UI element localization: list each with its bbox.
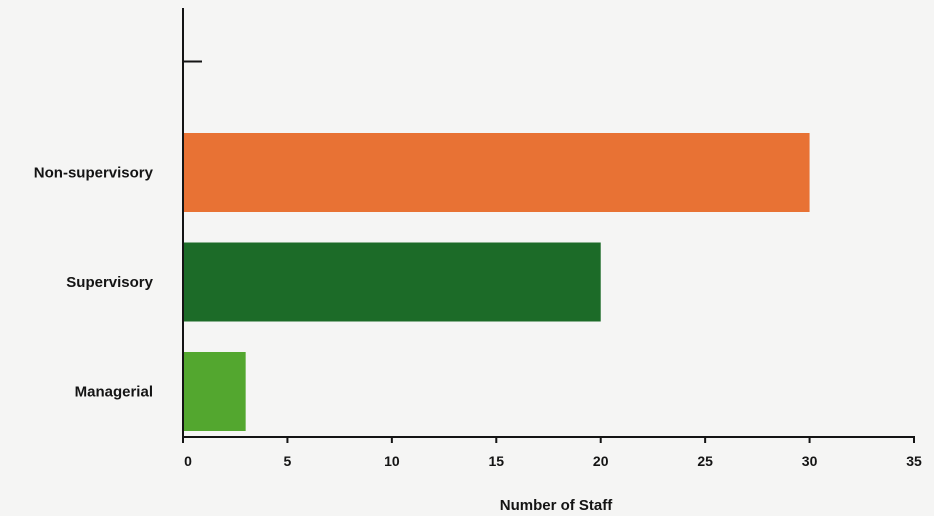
x-axis-title: Number of Staff bbox=[500, 497, 614, 514]
x-tick-label-30: 30 bbox=[802, 453, 818, 469]
axes-group bbox=[182, 8, 915, 443]
x-tick-label-20: 20 bbox=[593, 453, 609, 469]
bars-group bbox=[183, 133, 810, 431]
bar-supervisory bbox=[183, 242, 601, 322]
x-tick-label-15: 15 bbox=[488, 453, 504, 469]
x-tick-label-5: 5 bbox=[284, 453, 292, 469]
category-label-supervisory: Supervisory bbox=[66, 274, 153, 291]
bar-managerial bbox=[183, 352, 246, 431]
labels-group: Managerial Supervisory Non-supervisory 0 5 10… bbox=[34, 165, 922, 470]
x-tick-label-25: 25 bbox=[697, 453, 713, 469]
x-tick-label-35: 35 bbox=[906, 453, 922, 469]
x-tick-label-10: 10 bbox=[384, 453, 400, 469]
category-label-managerial: Managerial bbox=[75, 384, 153, 401]
bar-non-supervisory bbox=[183, 133, 810, 212]
category-label-non-supervisory: Non-supervisory bbox=[34, 165, 154, 182]
x-tick-label-0: 0 bbox=[184, 453, 192, 469]
